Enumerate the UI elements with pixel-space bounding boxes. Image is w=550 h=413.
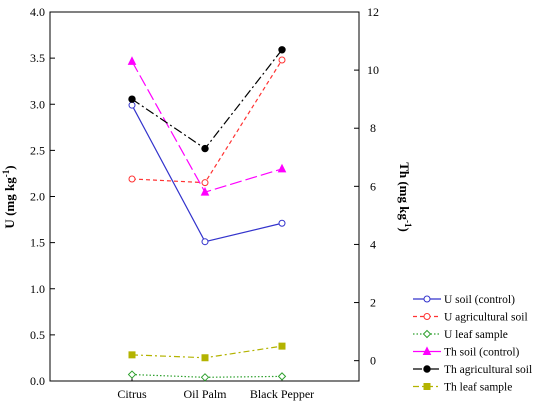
- legend-entry: Th leaf sample: [413, 382, 512, 394]
- series: [128, 342, 286, 362]
- legend-marker: [422, 329, 432, 339]
- series-line: [131, 61, 283, 193]
- left-tick-label: 1.0: [30, 282, 45, 296]
- legend-label: Th soil (control): [444, 347, 520, 359]
- data-point: [200, 373, 210, 382]
- data-point: [201, 144, 209, 153]
- series: [127, 56, 287, 196]
- legend-entry: Th agricultural soil: [413, 364, 532, 376]
- series: [128, 101, 286, 246]
- left-tick-label: 1.5: [30, 236, 45, 250]
- left-axis-title: U (mg kg-1): [1, 165, 17, 228]
- left-tick-label: 3.0: [30, 97, 45, 111]
- legend-marker: [422, 346, 432, 355]
- data-point: [200, 187, 210, 196]
- right-tick-label: 2: [370, 296, 376, 310]
- data-point: [201, 179, 209, 187]
- series-line: [131, 49, 283, 150]
- left-tick-label: 2.5: [30, 143, 45, 157]
- legend-label: U soil (control): [444, 294, 515, 306]
- right-tick-label: 4: [370, 237, 376, 251]
- data-point: [128, 351, 136, 359]
- legend-entry: U agricultural soil: [413, 312, 528, 324]
- legend-label: Th agricultural soil: [444, 364, 532, 376]
- data-point: [128, 101, 136, 109]
- data-point: [128, 95, 136, 103]
- series: [127, 370, 287, 382]
- series: [128, 46, 286, 153]
- left-tick-label: 0.0: [30, 374, 45, 388]
- data-point: [278, 219, 286, 227]
- series: [128, 56, 286, 187]
- left-tick-label: 4.0: [30, 5, 45, 19]
- legend: U soil (control) U agricultural soil U lea…: [413, 294, 532, 394]
- legend-label: U agricultural soil: [444, 312, 528, 324]
- right-axis: 0 2 4 6 8 10 12: [354, 5, 379, 368]
- left-tick-label: 0.5: [30, 328, 45, 342]
- legend-label: U leaf sample: [444, 329, 508, 341]
- right-tick-label: 6: [370, 179, 376, 193]
- x-tick-label: Oil Palm: [183, 387, 227, 401]
- data-point: [277, 372, 287, 381]
- right-tick-label: 10: [367, 63, 379, 77]
- data-point: [278, 342, 286, 350]
- series-layer: [127, 46, 287, 382]
- left-tick-label: 3.5: [30, 51, 45, 65]
- data-point: [128, 175, 136, 183]
- legend-marker: [423, 365, 431, 373]
- right-tick-label: 12: [367, 5, 379, 19]
- right-axis-title: Th (mg kg-1): [397, 162, 413, 232]
- legend-marker: [423, 295, 431, 303]
- series-line: [131, 104, 283, 243]
- legend-entry: U leaf sample: [413, 329, 508, 341]
- legend-entry: Th soil (control): [413, 346, 520, 359]
- x-tick-label: Black Pepper: [250, 387, 314, 401]
- plot-frame: [49, 11, 360, 382]
- right-tick-label: 8: [370, 121, 376, 135]
- left-tick-label: 2.0: [30, 190, 45, 204]
- legend-marker: [423, 313, 431, 320]
- right-tick-label: 0: [370, 354, 376, 368]
- data-point: [277, 163, 287, 173]
- x-axis: Citrus Oil Palm Black Pepper: [117, 376, 314, 401]
- data-point: [278, 46, 286, 54]
- left-axis: 0.0 0.5 1.0 1.5 2.0 2.5 3.0 3.5 4.0: [30, 5, 55, 388]
- legend-marker: [423, 383, 431, 390]
- data-point: [127, 56, 137, 65]
- legend-label: Th leaf sample: [444, 382, 512, 394]
- x-tick-label: Citrus: [117, 387, 147, 401]
- data-point: [201, 354, 209, 362]
- data-point: [201, 238, 209, 246]
- data-point: [278, 56, 286, 64]
- legend-entry: U soil (control): [413, 294, 515, 306]
- data-point: [127, 370, 137, 379]
